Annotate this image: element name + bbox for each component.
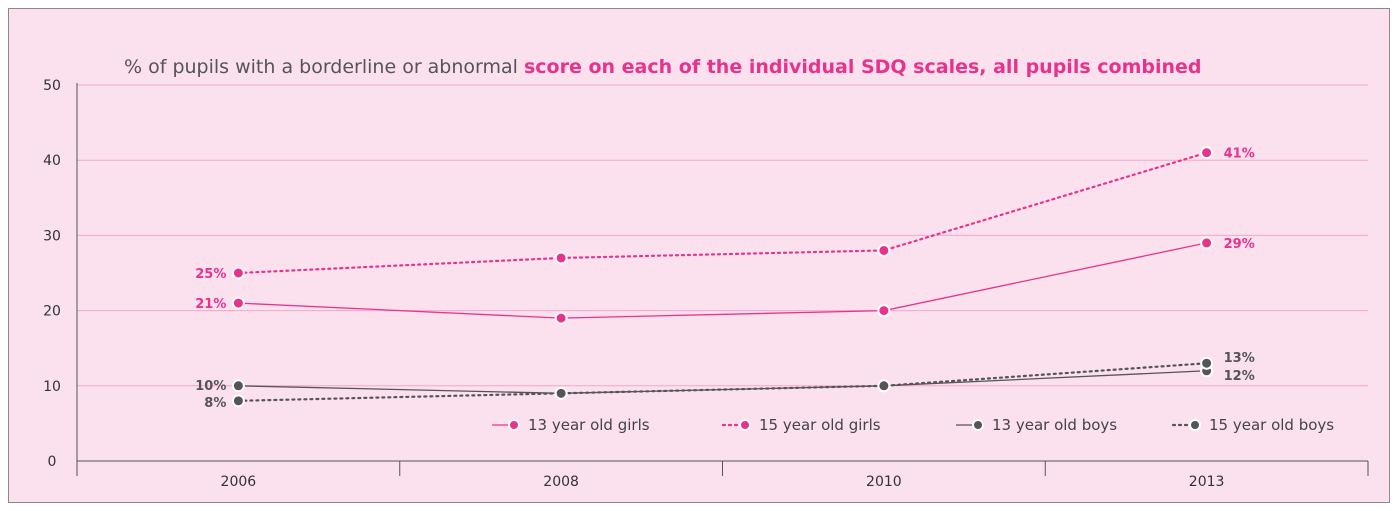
y-tick-label-20: 20 [43,304,61,320]
legend-swatch-dot-0 [508,419,520,431]
series-lines [237,151,1208,402]
legend: 13 year old girls 15 year old girls 13 yea… [492,416,1334,434]
data-point-s1-2 [877,243,891,257]
data-labels: 21% 29% 25% 41% 10% 12% 8% 13% [195,147,1255,411]
data-point-s1-1 [554,251,568,265]
series-line-2 [238,370,1207,394]
chart-title-plain: % of pupils with a borderline or abnorma… [124,56,524,78]
data-label-s0-0: 21% [195,297,226,312]
data-point-s3-1 [554,386,568,400]
x-tick-label-2010: 2010 [866,474,902,490]
data-label-s2-3: 12% [1224,369,1255,384]
legend-label-0: 13 year old girls [528,416,650,434]
y-tick-label-40: 40 [43,153,61,169]
data-point-s2-0 [231,379,245,393]
legend-label-2: 13 year old boys [992,416,1117,434]
x-tick-label-2008: 2008 [543,474,579,490]
chart-panel [8,8,1390,503]
data-point-s3-2 [877,379,891,393]
axes: 0 10 20 30 40 50 2006 2008 2010 2013 [43,78,1369,490]
data-label-s3-0: 8% [204,396,226,411]
legend-swatch-dot-3 [1189,419,1201,431]
data-label-s0-3: 29% [1224,237,1255,252]
series-line-3 [237,362,1208,402]
data-point-s3-3 [1200,356,1214,370]
series-points [231,146,1214,408]
data-point-s0-2 [877,304,891,318]
y-tick-label-30: 30 [43,228,61,244]
y-tick-label-50: 50 [43,78,61,94]
data-label-s1-0: 25% [195,267,226,282]
data-point-s1-0 [231,266,245,280]
x-tick-label-2006: 2006 [221,474,257,490]
legend-swatch-dot-1 [739,419,751,431]
data-point-s1-3 [1200,146,1214,160]
series-line-0 [238,242,1207,319]
data-point-s0-3 [1200,236,1214,250]
legend-label-1: 15 year old girls [759,416,881,434]
grid-lines [77,84,1368,387]
chart-title: % of pupils with a borderline or abnorma… [124,56,1202,78]
legend-swatch-dot-2 [972,419,984,431]
y-tick-label-0: 0 [48,454,57,470]
series-line-1 [237,151,1208,275]
data-label-s3-3: 13% [1224,351,1255,366]
data-point-s0-0 [231,296,245,310]
data-label-s2-0: 10% [195,379,226,394]
data-label-s1-3: 41% [1224,147,1255,162]
legend-label-3: 15 year old boys [1209,416,1334,434]
data-point-s0-1 [554,311,568,325]
x-tick-label-2013: 2013 [1189,474,1225,490]
chart-title-highlight: score on each of the individual SDQ scal… [524,56,1202,78]
y-tick-label-10: 10 [43,379,61,395]
data-point-s3-0 [231,394,245,408]
